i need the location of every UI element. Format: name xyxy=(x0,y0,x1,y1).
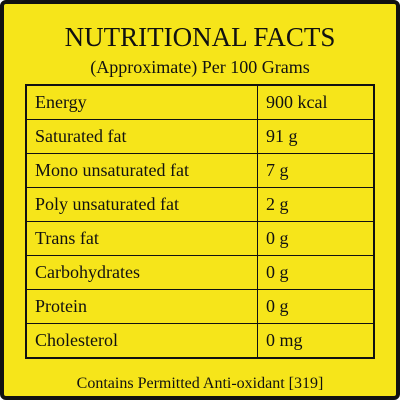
nutrient-amount: 7 g xyxy=(257,153,375,188)
nutrient-name: Cholesterol xyxy=(25,323,258,359)
nutrient-amount: 900 kcal xyxy=(257,84,375,120)
table-row: Poly unsaturated fat 2 g xyxy=(25,187,375,222)
nutrient-name: Trans fat xyxy=(25,221,258,256)
nutrient-amount: 91 g xyxy=(257,119,375,154)
nutrient-amount: 0 g xyxy=(257,289,375,324)
nutrient-name: Saturated fat xyxy=(25,119,258,154)
table-row: Protein 0 g xyxy=(25,289,375,324)
table-row: Cholesterol 0 mg xyxy=(25,323,375,359)
table-row: Energy 900 kcal xyxy=(25,84,375,120)
nutrient-amount: 0 g xyxy=(257,221,375,256)
table-row: Trans fat 0 g xyxy=(25,221,375,256)
nutrient-name: Energy xyxy=(25,84,258,120)
table-row: Carbohydrates 0 g xyxy=(25,255,375,290)
nutrient-name: Poly unsaturated fat xyxy=(25,187,258,222)
table-row: Mono unsaturated fat 7 g xyxy=(25,153,375,188)
title: NUTRITIONAL FACTS xyxy=(64,22,336,52)
nutrient-amount: 0 mg xyxy=(257,323,375,359)
nutrient-amount: 2 g xyxy=(257,187,375,222)
nutrition-table: Energy 900 kcal Saturated fat 91 g Mono unsa… xyxy=(25,84,375,359)
nutrient-name: Carbohydrates xyxy=(25,255,258,290)
nutrient-amount: 0 g xyxy=(257,255,375,290)
nutrient-name: Protein xyxy=(25,289,258,324)
nutrient-name: Mono unsaturated fat xyxy=(25,153,258,188)
footer: Contains Permitted Anti-oxidant [319] xyxy=(76,375,324,392)
table-row: Saturated fat 91 g xyxy=(25,119,375,154)
subtitle: (Approximate) Per 100 Grams xyxy=(90,57,310,77)
